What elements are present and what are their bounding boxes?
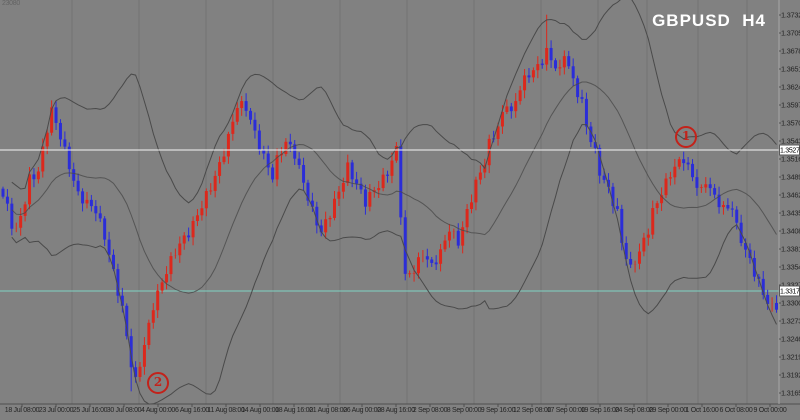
alert-price-box: 1.33170 [779, 285, 800, 297]
time-axis-label: 1 Oct 16:00 [685, 407, 719, 414]
price-axis-label: 1.34625 [781, 190, 800, 200]
time-axis-label: 8 Sep 00:00 [446, 407, 482, 414]
time-axis-label: 21 Aug 08:00 [309, 407, 347, 414]
time-axis-label: 14 Aug 00:00 [241, 407, 279, 414]
bollinger-lower-band [11, 124, 777, 405]
bid-price-box: 1.35273 [779, 144, 800, 156]
time-axis-label: 9 Oct 00:00 [753, 407, 787, 414]
price-axis-label: 1.33545 [781, 262, 800, 272]
price-axis-label: 1.33815 [781, 244, 800, 254]
time-axis-label: 6 Aug 16:00 [174, 407, 210, 414]
price-axis-label: 1.37325 [781, 10, 800, 20]
price-axis-label: 1.36245 [781, 82, 800, 92]
time-axis-label: 29 Sep 00:00 [648, 407, 688, 414]
time-axis-label: 2 Sep 08:00 [412, 407, 448, 414]
watermark-text: 23080 [2, 0, 20, 7]
price-axis-label: 1.35975 [781, 100, 800, 110]
price-axis-label: 1.35435 [781, 136, 800, 146]
time-axis-label: 18 Aug 16:00 [275, 407, 313, 414]
price-axis-label: 1.32735 [781, 316, 800, 326]
symbol-timeframe-title: GBPUSD H4 [652, 11, 766, 30]
price-axis-label: 1.36515 [781, 64, 800, 74]
price-axis-label: 1.34895 [781, 172, 800, 182]
time-axis-label: 11 Aug 08:00 [207, 407, 245, 414]
time-axis-label: 24 Sep 08:00 [614, 407, 654, 414]
price-axis-label: 1.35165 [781, 154, 800, 164]
annotation-circle-2[interactable]: 2 [147, 372, 169, 394]
price-axis-label: 1.37055 [781, 28, 800, 38]
time-axis-label: 17 Sep 00:00 [546, 407, 586, 414]
time-axis-label: 6 Oct 08:00 [719, 407, 753, 414]
price-axis-label: 1.32465 [781, 334, 800, 344]
price-axis-label: 1.34085 [781, 226, 800, 236]
time-axis-label: 18 Jul 08:00 [4, 407, 40, 414]
time-axis-label: 23 Jul 00:00 [38, 407, 74, 414]
annotation-circle-1[interactable]: 1 [675, 126, 697, 148]
time-axis-label: 4 Aug 00:00 [140, 407, 176, 414]
price-axis-label: 1.33005 [781, 298, 800, 308]
time-axis-label: 9 Sep 16:00 [480, 407, 516, 414]
bollinger-upper-band [11, 0, 777, 204]
bollinger-middle-band [11, 81, 777, 294]
time-axis-label: 25 Jul 16:00 [72, 407, 108, 414]
time-axis-label: 26 Aug 00:00 [343, 407, 381, 414]
time-axis-label: 19 Sep 16:00 [580, 407, 620, 414]
price-axis-label: 1.31925 [781, 370, 800, 380]
price-axis-label: 1.32195 [781, 352, 800, 362]
price-axis-label: 1.35705 [781, 118, 800, 128]
time-axis-label: 12 Sep 08:00 [512, 407, 552, 414]
price-axis-label: 1.36785 [781, 46, 800, 56]
time-axis-label: 30 Jul 08:00 [106, 407, 142, 414]
price-axis-label: 1.33275 [781, 281, 800, 290]
price-axis-label: 1.34355 [781, 208, 800, 218]
price-axis-label: 1.31655 [781, 388, 800, 398]
time-axis-label: 28 Aug 16:00 [377, 407, 415, 414]
